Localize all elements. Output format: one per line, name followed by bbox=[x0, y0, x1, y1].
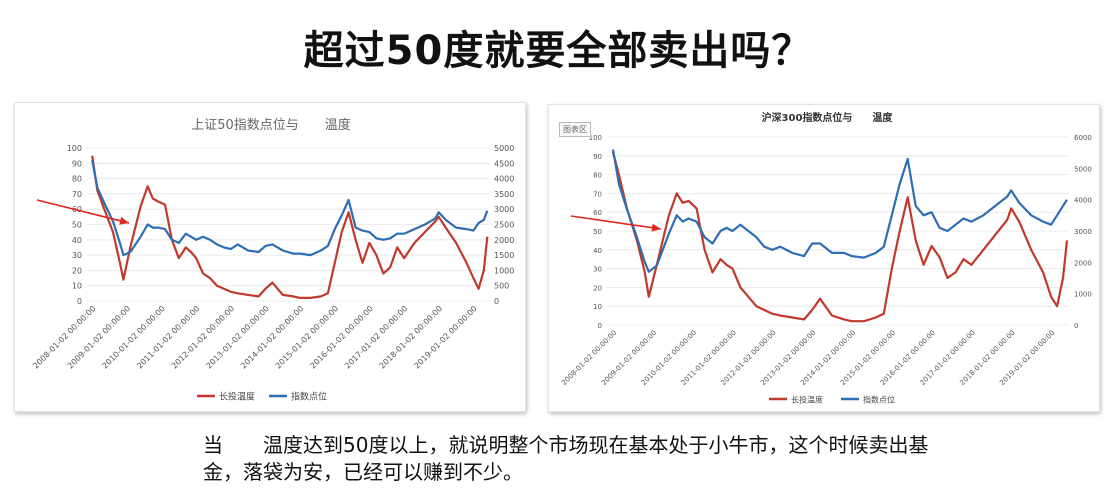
x-tick-label: 2017-01-02 00:00:00 bbox=[343, 304, 409, 370]
legend-label: 指数点位 bbox=[291, 391, 327, 403]
csi300-chart-panel[interactable]: 沪深300指数点位与 温度 0 10 20 30 40 50 60 70 80 90 100 0 1000… bbox=[548, 104, 1100, 412]
y2-tick-label: 2500 bbox=[494, 221, 514, 230]
y2-tick-label: 2000 bbox=[1074, 259, 1092, 267]
legend-label: 指数点位 bbox=[863, 395, 895, 405]
y2-tick-label: 500 bbox=[494, 282, 509, 291]
y-tick-label: 100 bbox=[589, 134, 602, 142]
annotation-arrow bbox=[36, 199, 130, 224]
y-tick-label: 10 bbox=[72, 282, 82, 291]
y-tick-label: 30 bbox=[72, 251, 82, 260]
y2-tick-label: 3000 bbox=[494, 205, 514, 214]
y-tick-label: 80 bbox=[593, 172, 602, 180]
y-tick-label: 0 bbox=[598, 322, 602, 330]
annotation-arrowhead bbox=[119, 216, 129, 225]
y-tick-label: 20 bbox=[72, 266, 82, 275]
legend-label: 长投温度 bbox=[791, 395, 823, 405]
y-tick-label: 100 bbox=[67, 144, 82, 153]
y2-tick-label: 2000 bbox=[494, 236, 514, 245]
y2-tick-label: 4000 bbox=[494, 175, 514, 184]
series-line-temperature bbox=[91, 155, 489, 299]
y-tick-label: 90 bbox=[593, 153, 602, 161]
x-tick-label: 2011-01-02 00:00:00 bbox=[135, 304, 201, 370]
caption-text: 当 温度达到50度以上，就说明整个市场现在基本处于小牛市，这个时候卖出基金，落袋… bbox=[203, 433, 929, 484]
y2-tick-label: 6000 bbox=[1074, 134, 1092, 142]
chart-area-button[interactable]: 图表区 bbox=[559, 122, 591, 137]
y2-tick-label: 3000 bbox=[1074, 228, 1092, 236]
y-tick-label: 50 bbox=[593, 228, 602, 236]
annotation-arrow bbox=[570, 215, 662, 230]
x-tick-label: 2009-01-02 00:00:00 bbox=[66, 304, 132, 370]
y-tick-label: 40 bbox=[593, 247, 602, 255]
series-line-index bbox=[91, 159, 489, 257]
y2-tick-label: 1000 bbox=[1074, 291, 1092, 299]
y-tick-label: 80 bbox=[72, 175, 82, 184]
x-tick-label: 2012-01-02 00:00:00 bbox=[170, 304, 236, 370]
sse50-chart-panel[interactable]: 上证50指数点位与 温度0102030405060708090100050010… bbox=[14, 102, 526, 412]
y2-tick-label: 4000 bbox=[1074, 197, 1092, 205]
legend-label: 长投温度 bbox=[219, 391, 255, 403]
y-tick-label: 10 bbox=[593, 303, 602, 311]
x-tick-label: 2008-01-02 00:00:00 bbox=[31, 304, 97, 370]
chart-title: 上证50指数点位与 温度 bbox=[191, 117, 351, 133]
x-tick-label: 2014-01-02 00:00:00 bbox=[239, 304, 305, 370]
y2-tick-label: 4500 bbox=[494, 159, 514, 168]
x-tick-label: 2019-01-02 00:00:00 bbox=[412, 304, 478, 370]
csi300-chart: 沪深300指数点位与 温度010203040506070809010001000… bbox=[560, 111, 1092, 405]
y-tick-label: 70 bbox=[72, 190, 82, 199]
y-tick-label: 20 bbox=[593, 284, 602, 292]
y2-tick-label: 5000 bbox=[494, 144, 514, 153]
x-tick-label: 2016-01-02 00:00:00 bbox=[308, 304, 374, 370]
y2-tick-label: 0 bbox=[1074, 322, 1078, 330]
x-tick-label: 2018-01-02 00:00:00 bbox=[378, 304, 444, 370]
y-tick-label: 60 bbox=[593, 209, 602, 217]
y2-tick-label: 1000 bbox=[494, 266, 514, 275]
chart-title: 沪深300指数点位与 温度 bbox=[762, 111, 894, 124]
series-line-temperature bbox=[611, 151, 1069, 323]
annotation-arrowhead bbox=[651, 223, 661, 232]
y-tick-label: 0 bbox=[77, 297, 82, 306]
y-tick-label: 30 bbox=[593, 266, 602, 274]
x-tick-label: 2013-01-02 00:00:00 bbox=[204, 304, 270, 370]
series-line-index bbox=[611, 149, 1068, 273]
y2-tick-label: 1500 bbox=[494, 251, 514, 260]
x-tick-label: 2010-01-02 00:00:00 bbox=[100, 304, 166, 370]
y-tick-label: 70 bbox=[593, 190, 602, 198]
y2-tick-label: 5000 bbox=[1074, 165, 1092, 173]
y2-tick-label: 0 bbox=[494, 297, 499, 306]
page-headline: 超过50度就要全部卖出吗？ bbox=[303, 28, 813, 74]
x-tick-label: 2015-01-02 00:00:00 bbox=[274, 304, 340, 370]
y2-tick-label: 3500 bbox=[494, 190, 514, 199]
y-tick-label: 50 bbox=[72, 221, 82, 230]
y-tick-label: 40 bbox=[72, 236, 82, 245]
y-tick-label: 90 bbox=[72, 159, 82, 168]
sse50-chart: 上证50指数点位与 温度0102030405060708090100050010… bbox=[31, 117, 514, 403]
